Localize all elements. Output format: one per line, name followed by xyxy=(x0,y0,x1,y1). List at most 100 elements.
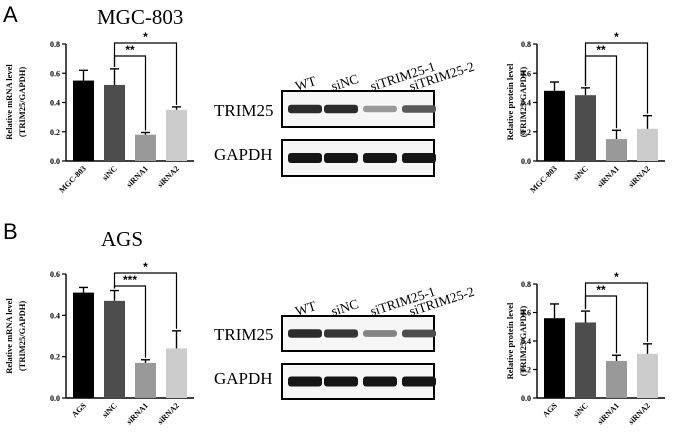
significance-bracket xyxy=(584,42,649,114)
y-axis-label: Relative protein level xyxy=(505,302,515,379)
bar-mgc-803 xyxy=(73,80,94,161)
category-label: MGC-803 xyxy=(528,164,559,195)
bar-sinc xyxy=(575,95,596,161)
category-label: siRNA2 xyxy=(627,164,652,189)
y-tick-label: 0.2 xyxy=(521,366,531,375)
significance-label: * xyxy=(614,30,619,44)
gapdh-band xyxy=(363,376,397,387)
significance-bracket xyxy=(113,42,178,105)
category-label: MGC-803 xyxy=(57,164,88,195)
y-axis-label-unit: (TRIM25/GAPDH) xyxy=(17,67,27,138)
panel-letter-b: B xyxy=(3,219,18,244)
y-tick-label: 0.8 xyxy=(50,40,60,49)
trim25-band xyxy=(324,104,358,114)
significance-label: *** xyxy=(123,273,137,287)
category-label: AGS xyxy=(70,401,88,419)
y-tick-label: 0.8 xyxy=(521,280,531,289)
bar-sirna1 xyxy=(135,362,156,398)
bar-sirna2 xyxy=(166,348,187,398)
y-tick-label: 0.4 xyxy=(50,99,60,108)
category-label: siRNA1 xyxy=(596,401,621,426)
gapdh-band xyxy=(402,376,436,387)
significance-label: ** xyxy=(596,43,606,57)
y-tick-label: 0.0 xyxy=(521,394,531,403)
category-label: siRNA2 xyxy=(156,401,181,426)
bar-sinc xyxy=(104,84,125,161)
y-axis-label-unit: (TRIM25/GAPDH) xyxy=(518,67,528,138)
panel-letter-a: A xyxy=(3,2,18,27)
significance-label: * xyxy=(143,30,148,44)
significance-label: ** xyxy=(596,283,606,297)
chart-a-mrna: Relative mRNA level (TRIM25/GAPDH) 0.0 0.2 0… xyxy=(4,30,194,195)
y-tick-label: 0.6 xyxy=(521,309,531,318)
y-axis-label: Relative mRNA level xyxy=(4,298,14,374)
bar-mgc-803 xyxy=(544,90,565,161)
category-label: siRNA2 xyxy=(627,401,652,426)
lane-label: WT xyxy=(293,298,318,319)
y-tick-label: 0.0 xyxy=(50,394,60,403)
category-label: siRNA2 xyxy=(156,164,181,189)
category-label: siRNA1 xyxy=(596,164,621,189)
cell-line-title-a: MGC-803 xyxy=(97,5,183,29)
category-label: siNC xyxy=(101,164,119,182)
gapdh-band xyxy=(288,153,322,163)
chart-b-protein: Relative protein level (TRIM25/GAPDH) 0.0 0… xyxy=(505,270,665,426)
bar-sirna1 xyxy=(135,134,156,161)
trim25-band xyxy=(324,329,358,338)
bar-sinc xyxy=(104,300,125,398)
chart-a-protein: Relative protein level (TRIM25/GAPDH) 0.0 0… xyxy=(505,30,665,195)
chart-b-mrna: Relative mRNA level (TRIM25/GAPDH) 0.0 0.2 0… xyxy=(4,260,194,426)
y-tick-label: 0.2 xyxy=(521,128,531,137)
significance-label: * xyxy=(614,270,619,284)
trim25-band xyxy=(402,329,436,338)
trim25-band xyxy=(288,104,322,114)
y-tick-label: 0.4 xyxy=(521,337,531,346)
bar-sirna2 xyxy=(166,109,187,161)
y-tick-label: 0.6 xyxy=(521,69,531,78)
y-axis-label: Relative mRNA level xyxy=(4,64,14,140)
bar-ags xyxy=(544,318,565,398)
category-label: siNC xyxy=(572,401,590,419)
significance-bracket xyxy=(113,272,178,329)
gapdh-band xyxy=(402,153,436,163)
trim25-band xyxy=(288,329,322,338)
y-tick-label: 0.6 xyxy=(50,270,60,279)
bar-sinc xyxy=(575,322,596,398)
significance-label: * xyxy=(143,260,148,274)
gapdh-band xyxy=(324,376,358,387)
blot-row-label-trim25: TRIM25 xyxy=(214,101,274,120)
y-tick-label: 0.0 xyxy=(521,157,531,166)
category-label: AGS xyxy=(541,401,559,419)
blot-row-label-gapdh: GAPDH xyxy=(214,369,273,388)
y-tick-label: 0.4 xyxy=(50,311,60,320)
lane-label: WT xyxy=(293,73,318,94)
category-label: siNC xyxy=(101,401,119,419)
trim25-band xyxy=(363,105,397,113)
bar-sirna2 xyxy=(637,353,658,398)
y-tick-label: 0.4 xyxy=(521,99,531,108)
category-label: siRNA1 xyxy=(125,164,150,189)
trim25-band xyxy=(402,105,436,113)
y-tick-label: 0.2 xyxy=(50,353,60,362)
significance-label: ** xyxy=(125,43,135,57)
bar-ags xyxy=(73,292,94,398)
cell-line-title-b: AGS xyxy=(101,227,143,251)
y-axis-label-unit: (TRIM25/GAPDH) xyxy=(518,306,528,377)
bar-sirna1 xyxy=(606,360,627,398)
gapdh-band xyxy=(288,376,322,387)
gapdh-band xyxy=(363,153,397,163)
bar-sirna2 xyxy=(637,128,658,161)
gapdh-band xyxy=(324,153,358,163)
category-label: siNC xyxy=(572,164,590,182)
bar-sirna1 xyxy=(606,139,627,161)
y-axis-label: Relative protein level xyxy=(505,63,515,140)
y-tick-label: 0.2 xyxy=(50,128,60,137)
blot-row-label-gapdh: GAPDH xyxy=(214,145,273,164)
blot-row-label-trim25: TRIM25 xyxy=(214,325,274,344)
y-tick-label: 0.8 xyxy=(521,40,531,49)
category-label: siRNA1 xyxy=(125,401,150,426)
y-tick-label: 0.0 xyxy=(50,157,60,166)
